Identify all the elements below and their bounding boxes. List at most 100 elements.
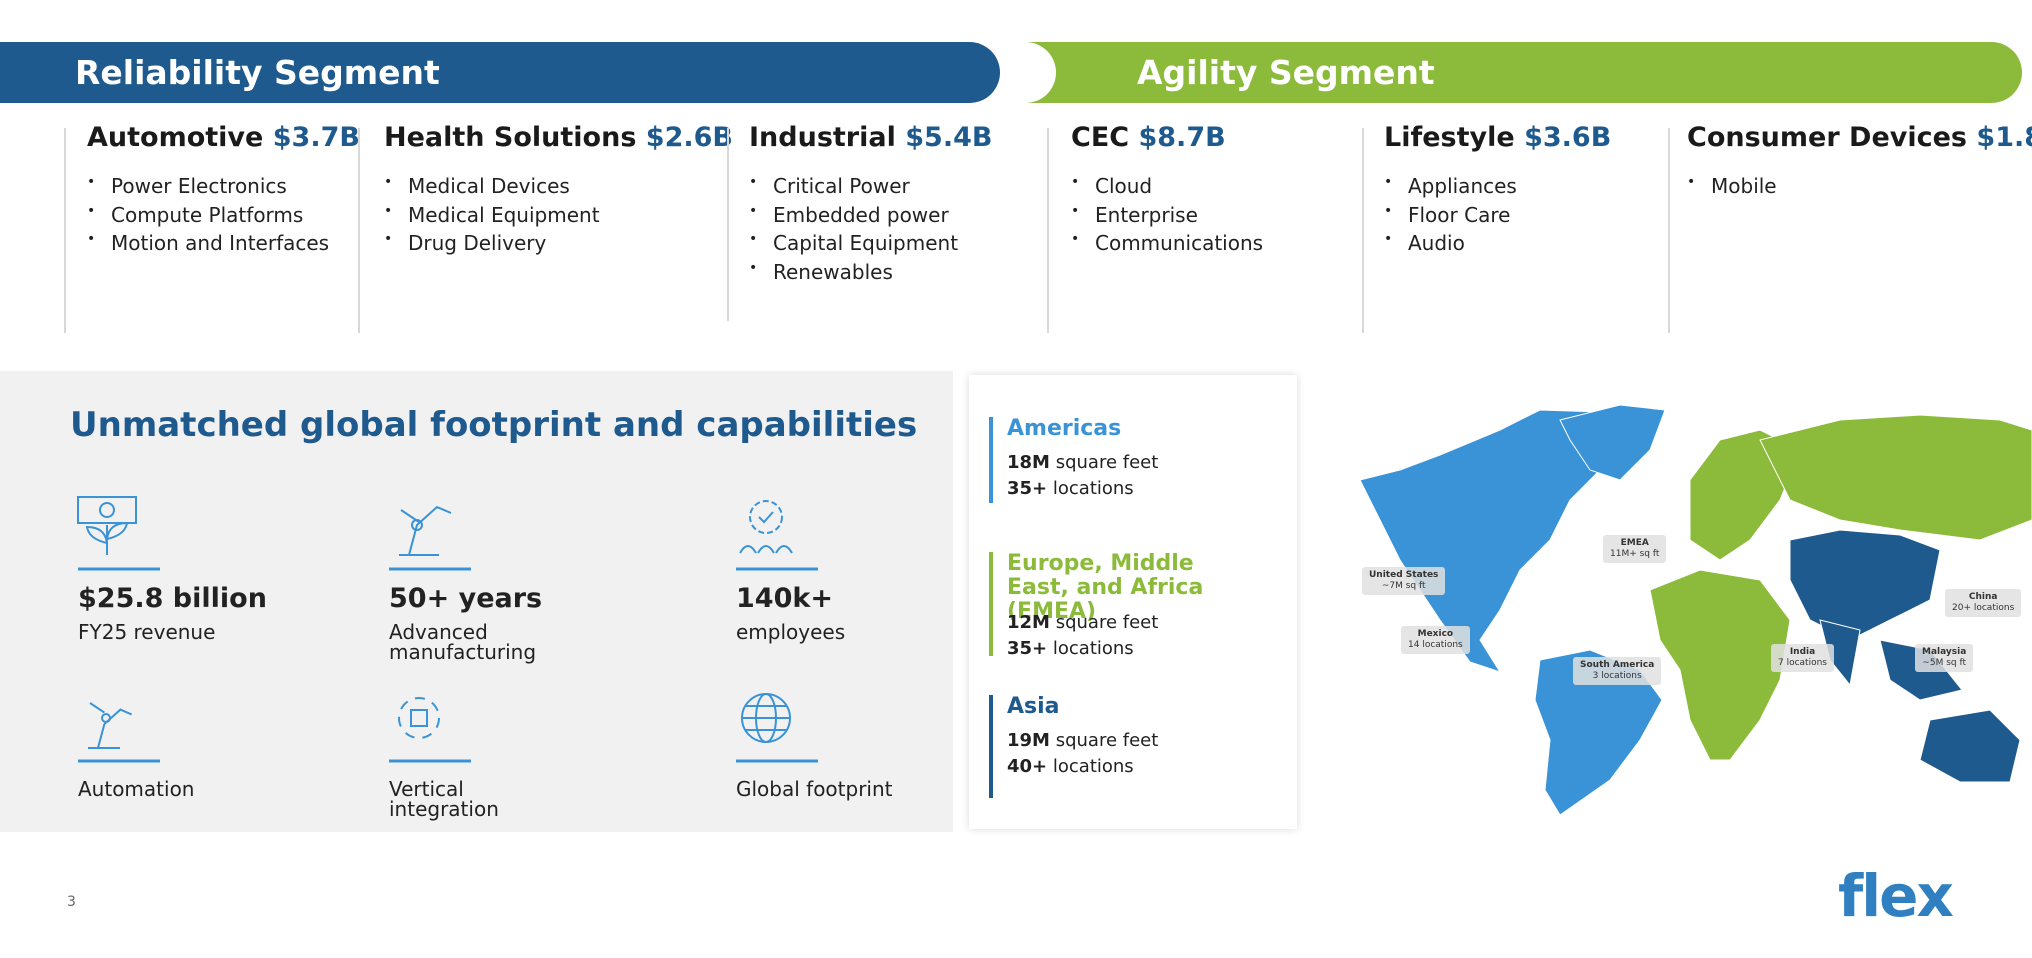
footprint-panel [0,371,953,832]
map-label-name: Mexico [1417,629,1454,639]
icon [411,519,423,531]
map-label-detail: 14 locations [1408,640,1463,650]
icon [399,505,452,556]
map-label: EMEA 11M+ sq ft [1603,535,1667,563]
region-figure: 18M [1007,452,1050,473]
region-figure: 35+ [1007,638,1048,659]
map-label-name: United States [1369,570,1439,580]
map-label-name: South America [1580,660,1655,670]
bullet: • [384,202,393,219]
bullet: • [1384,231,1393,247]
bullet: • [749,231,758,247]
division-item: Appliances [1408,174,1517,198]
segment-banner: Agility Segment [1028,42,2022,103]
icon [742,705,790,731]
division-item: Embedded power [773,202,949,227]
icon [749,500,783,534]
stat-value: 50+ years [389,583,543,614]
region-title: Europe, Middle East, and Africa (EMEA) [1007,551,1204,624]
separator [64,128,66,333]
division-revenue: $3.7B [272,122,360,153]
bullet: • [1384,202,1393,219]
bullet: • [1687,174,1696,190]
map-label: Malaysia ~5M sq ft [1915,644,1974,672]
stat-label: Global footprint [736,777,893,801]
bullet: • [87,202,96,219]
division-item: Compute Platforms [111,202,304,227]
division-revenue: $8.7B [1138,122,1226,153]
icon [99,502,115,518]
division-revenue: $5.4B [905,122,993,153]
region-line: 12M square feet [1007,612,1158,633]
separator [727,128,729,321]
region-unit: locations [1052,756,1134,777]
separator [1362,128,1364,333]
continent [1789,529,1941,641]
map-label-detail: ~7M sq ft [1381,581,1426,591]
stat-label: Advanced manufacturing [389,620,537,664]
division-item: Audio [1408,231,1465,255]
region-line: 19M square feet [1007,730,1158,751]
region-figure: 12M [1007,612,1050,633]
separator [1047,128,1049,333]
division-item: Enterprise [1095,202,1198,227]
region-unit: square feet [1055,452,1159,473]
division-item: Power Electronics [111,174,287,198]
division-name: Automotive [87,122,264,153]
stat-label: FY25 revenue [78,620,216,644]
icon [101,713,111,723]
region-unit: square feet [1055,612,1159,633]
continent [1919,709,2021,783]
division-heading: Health Solutions $2.6B [384,122,733,153]
map-label-detail: 7 locations [1778,658,1827,668]
division-heading: CEC $8.7B [1071,122,1226,153]
map-label: South America 3 locations [1573,657,1662,685]
bullet: • [749,259,758,276]
division-revenue: $1.8B [1976,122,2032,153]
division-item: Critical Power [773,174,910,198]
region-unit: locations [1052,638,1134,659]
division-name: Health Solutions [384,122,637,153]
bullet: • [87,231,96,247]
region-bar [989,417,993,503]
division-name: Lifestyle [1384,122,1515,153]
division-item: Drug Delivery [408,231,547,255]
icon [85,521,129,555]
division-item: Floor Care [1408,202,1511,227]
bullet: • [749,202,758,219]
division-item: Renewables [773,259,893,284]
stat-label: Vertical integration [389,777,499,821]
continent [1759,414,2032,541]
division-item: Cloud [1095,174,1153,198]
region-line: 40+ locations [1007,756,1134,777]
icon [77,496,137,524]
continent [1559,404,1666,481]
division-item: Capital Equipment [773,231,959,255]
region-figure: 19M [1007,730,1050,751]
bullet: • [384,174,393,190]
division-item: Motion and Interfaces [111,231,330,255]
continent [1649,569,1791,761]
icon [739,511,793,554]
map-label-name: China [1968,592,1998,602]
map-label-name: India [1789,647,1816,657]
region-figure: 40+ [1007,756,1048,777]
stat-value: $25.8 billion [78,583,267,614]
map-label: China 20+ locations [1945,589,2022,617]
bullet: • [1071,174,1080,190]
map-label-name: Malaysia [1922,647,1967,657]
region-title: Asia [1007,694,1060,719]
map-label: India 7 locations [1771,644,1834,672]
icon [410,709,428,727]
division-name: Industrial [749,122,896,153]
division-heading: Automotive $3.7B [87,122,360,153]
region-line: 35+ locations [1007,638,1134,659]
bullet: • [1384,174,1393,190]
segment-banner: Reliability Segment [0,42,1000,103]
separator [358,128,360,333]
division-name: CEC [1071,122,1130,153]
logo: flex [1838,862,1954,930]
footprint-title: Unmatched global footprint and capabilit… [70,405,918,445]
